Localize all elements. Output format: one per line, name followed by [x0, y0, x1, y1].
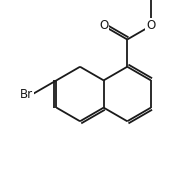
- Text: Br: Br: [20, 87, 33, 101]
- Text: O: O: [146, 19, 155, 32]
- Text: O: O: [99, 19, 108, 32]
